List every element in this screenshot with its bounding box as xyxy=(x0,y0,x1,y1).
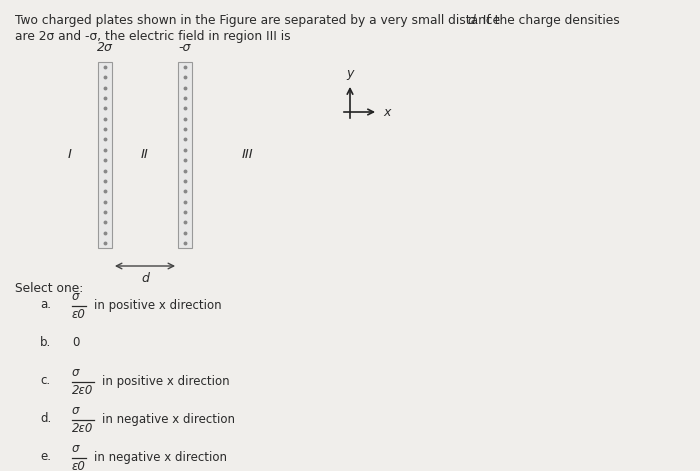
Text: σ: σ xyxy=(72,405,80,417)
Text: ε0: ε0 xyxy=(72,308,86,320)
Text: a.: a. xyxy=(40,299,51,311)
Bar xyxy=(178,62,192,248)
Text: Two charged plates shown in the Figure are separated by a very small distance: Two charged plates shown in the Figure a… xyxy=(15,14,504,27)
Text: 2ε0: 2ε0 xyxy=(72,422,93,435)
Text: σ: σ xyxy=(72,291,80,303)
Text: in negative x direction: in negative x direction xyxy=(94,450,227,463)
Text: in positive x direction: in positive x direction xyxy=(94,299,222,311)
Text: e.: e. xyxy=(40,450,51,463)
Bar xyxy=(98,62,112,248)
Text: -σ: -σ xyxy=(178,41,191,54)
Text: d: d xyxy=(467,14,475,27)
Text: 2ε0: 2ε0 xyxy=(72,383,93,397)
Text: in negative x direction: in negative x direction xyxy=(102,413,235,425)
Text: . If the charge densities: . If the charge densities xyxy=(475,14,620,27)
Text: are 2σ and -σ, the electric field in region III is: are 2σ and -σ, the electric field in reg… xyxy=(15,30,290,43)
Text: ε0: ε0 xyxy=(72,460,86,471)
Text: σ: σ xyxy=(72,442,80,455)
Text: d: d xyxy=(141,272,149,285)
Text: d.: d. xyxy=(40,413,51,425)
Text: b.: b. xyxy=(40,336,51,349)
Text: 0: 0 xyxy=(72,336,79,349)
Text: III: III xyxy=(241,148,253,162)
Text: in positive x direction: in positive x direction xyxy=(102,374,230,388)
Text: 2σ: 2σ xyxy=(97,41,113,54)
Text: II: II xyxy=(141,148,149,162)
Text: Select one:: Select one: xyxy=(15,282,83,295)
Text: σ: σ xyxy=(72,366,80,380)
Text: y: y xyxy=(346,67,354,80)
Text: I: I xyxy=(68,148,72,162)
Text: x: x xyxy=(383,106,391,119)
Text: c.: c. xyxy=(40,374,50,388)
